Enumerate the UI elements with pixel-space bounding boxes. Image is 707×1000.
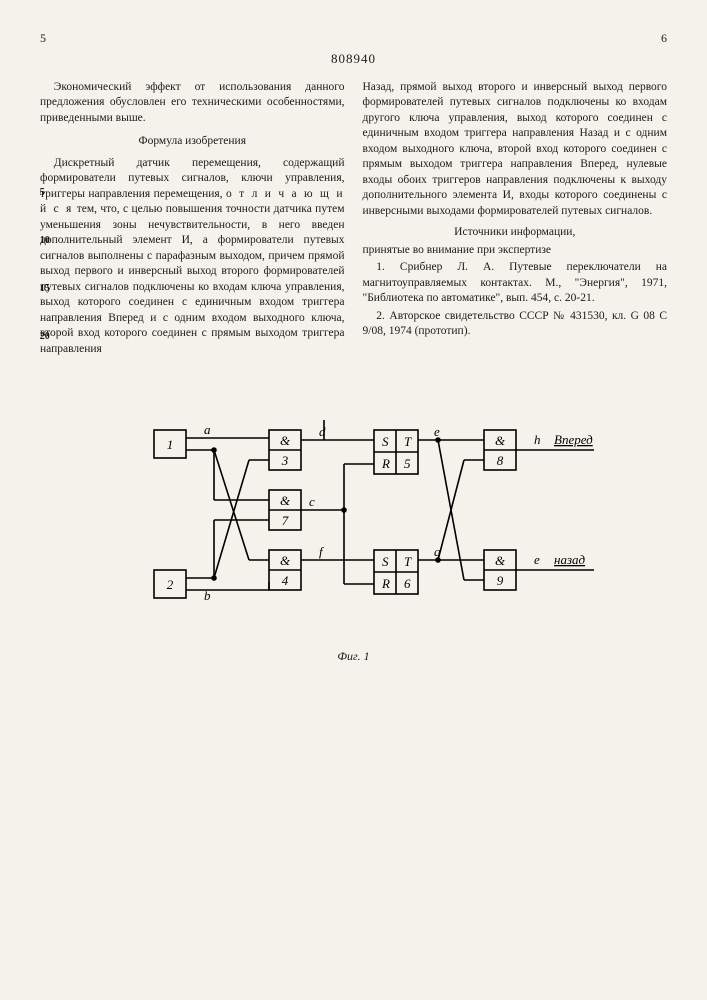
left-paragraph-1: Экономический эффект от использования да…	[40, 80, 345, 127]
node-5-r: R	[381, 456, 390, 471]
formula-title: Формула изобретения	[40, 134, 345, 150]
left-column: Экономический эффект от использования да…	[40, 80, 345, 360]
wire-a: a	[204, 422, 211, 437]
line-marker: 20	[26, 330, 50, 344]
node-8-label: 8	[496, 453, 503, 468]
right-column: Назад, прямой выход второго и инверсный …	[363, 80, 668, 360]
node-5-s: S	[382, 434, 389, 449]
node-9-label: 9	[496, 573, 503, 588]
reference-2: 2. Авторское свидетельство СССР № 431530…	[363, 309, 668, 340]
page-num-right: 6	[661, 30, 667, 46]
line-marker: 10	[26, 234, 50, 248]
out-back: назад	[554, 552, 586, 567]
wire-e: e	[434, 424, 440, 439]
circuit-diagram: 1 2 & 3 & 7 & 4 S R T 5	[94, 400, 614, 640]
node-2-label: 2	[166, 577, 173, 592]
line-marker: 15	[26, 282, 50, 296]
right-paragraph-1: Назад, прямой выход второго и инверсный …	[363, 80, 668, 220]
node-6-t: T	[404, 554, 412, 569]
page-num-left: 5	[40, 30, 46, 46]
node-6-r: R	[381, 576, 390, 591]
claim-text-c: тем, что, с целью повышения точности дат…	[40, 203, 345, 355]
figure-caption: Фиг. 1	[40, 648, 667, 664]
node-3-label: 3	[280, 453, 288, 468]
node-8-and: &	[494, 433, 505, 448]
node-5-label: 5	[404, 456, 411, 471]
node-7-label: 7	[281, 513, 288, 528]
node-4-and: &	[279, 553, 290, 568]
wire-b: b	[204, 588, 211, 603]
out-fwd-sym: h	[534, 432, 541, 447]
line-marker: 5	[26, 186, 45, 200]
out-fwd: Вперед	[554, 432, 593, 447]
sources-title: Источники информации,	[363, 225, 668, 241]
reference-1: 1. Срибнер Л. А. Путевые переключатели н…	[363, 260, 668, 307]
out-back-sym: e	[534, 552, 540, 567]
node-9-and: &	[494, 553, 505, 568]
wire-q: q	[434, 544, 441, 559]
wire-c: c	[309, 494, 315, 509]
node-1-label: 1	[166, 437, 173, 452]
left-paragraph-2: 5 10 15 20 Дискретный датчик перемещения…	[40, 156, 345, 358]
sources-subtitle: принятые во внимание при экспертизе	[363, 243, 668, 259]
node-3-and: &	[279, 433, 290, 448]
figure-1: 1 2 & 3 & 7 & 4 S R T 5	[40, 400, 667, 664]
node-6-s: S	[382, 554, 389, 569]
node-7-and: &	[279, 493, 290, 508]
node-4-label: 4	[281, 573, 288, 588]
document-id: 808940	[40, 50, 667, 68]
wire-d: d	[319, 424, 326, 439]
node-5-t: T	[404, 434, 412, 449]
node-6-label: 6	[404, 576, 411, 591]
wire-f: f	[319, 544, 325, 559]
